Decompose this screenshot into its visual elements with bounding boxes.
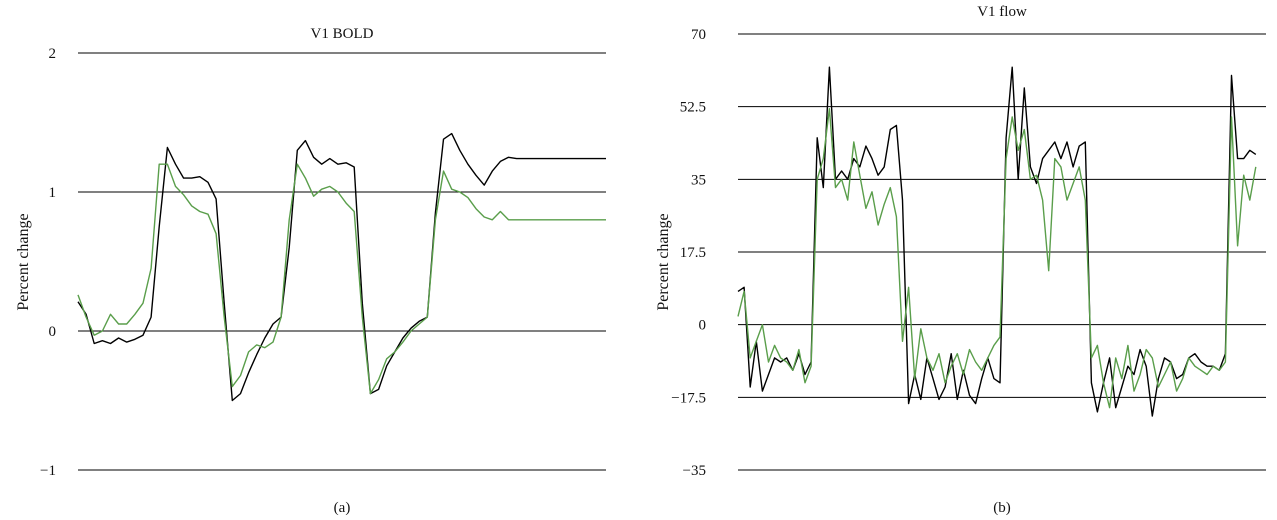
chart-b-series-1-line [737, 66, 1257, 417]
chart-a-series-2-line [77, 163, 606, 395]
chart-a-ytick-label: 1 [49, 185, 57, 201]
chart-a-series-1-line [77, 132, 606, 402]
chart-b-ytick-label: −35 [683, 463, 706, 479]
chart-b-ylabel: Percent change [655, 213, 672, 310]
chart-b-caption: (b) [993, 500, 1011, 516]
chart-b-ytick-label: 70 [691, 27, 706, 43]
chart-b-ytick-label: 35 [691, 172, 706, 188]
chart-b-ytick-label: 17.5 [680, 245, 706, 261]
chart-a-caption: (a) [334, 500, 351, 516]
chart-b-title: V1 flow [977, 4, 1027, 20]
chart-b-ytick-label: 52.5 [680, 100, 706, 116]
chart-a-title: V1 BOLD [311, 26, 374, 42]
chart-b-series-2-line [737, 107, 1257, 409]
panel-b: V1 flow Percent change (b) 70 52.5 35 17.5 0… [655, 4, 1266, 516]
chart-a-ylabel: Percent change [15, 213, 32, 310]
chart-b-ytick-label: 0 [699, 318, 707, 334]
chart-a-ytick-label: 0 [49, 324, 57, 340]
chart-a-ytick-label: −1 [40, 463, 56, 479]
chart-a-ytick-label: 2 [49, 46, 57, 62]
chart-b-ytick-label: −17.5 [671, 390, 706, 406]
panel-a: V1 BOLD Percent change (a) 2 1 0 −1 [15, 26, 606, 516]
